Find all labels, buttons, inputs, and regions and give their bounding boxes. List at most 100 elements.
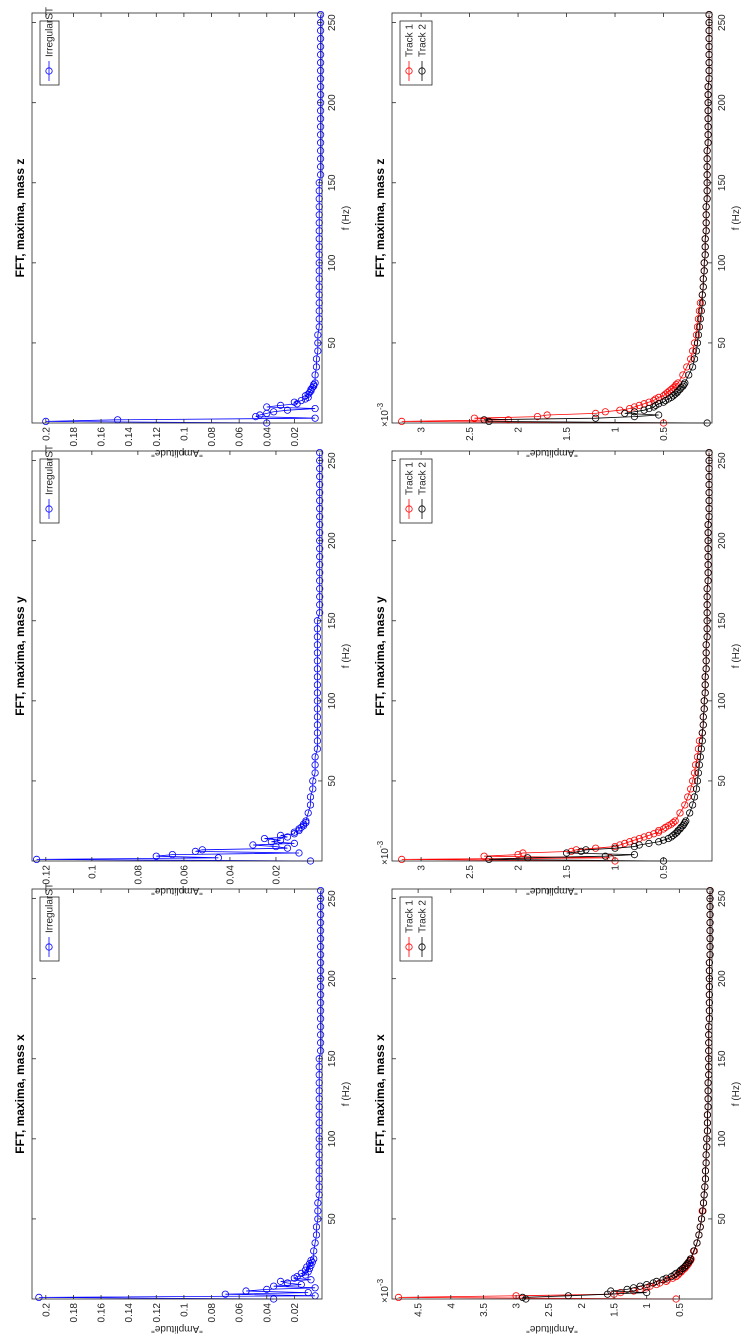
marker: [315, 179, 323, 187]
x-axis-label: f (Hz): [731, 206, 742, 230]
marker: [267, 838, 275, 846]
marker: [317, 983, 325, 991]
marker: [703, 187, 711, 195]
y-tick-label: 4: [446, 1303, 457, 1309]
marker: [659, 836, 668, 844]
marker: [699, 275, 707, 283]
marker: [263, 1285, 271, 1293]
marker: [317, 131, 325, 139]
y-scale-label: ×10: [380, 410, 391, 427]
marker: [687, 785, 695, 793]
marker: [35, 1293, 43, 1301]
marker: [703, 1111, 712, 1119]
x-tick-label: 250: [327, 14, 338, 31]
marker: [297, 1280, 305, 1289]
marker: [686, 809, 694, 817]
marker: [315, 1167, 323, 1175]
marker: [703, 155, 711, 163]
y-scale-exponent: -3: [376, 1278, 385, 1286]
y-tick-label: 2: [577, 1303, 588, 1309]
marker: [309, 785, 317, 793]
marker: [309, 777, 317, 785]
marker: [315, 1111, 323, 1119]
marker: [695, 323, 703, 331]
marker: [704, 91, 712, 99]
marker: [693, 323, 702, 331]
x-axis-label: f (Hz): [341, 1082, 352, 1106]
legend-box: [399, 20, 433, 86]
y-tick-label: 0.5: [675, 1303, 686, 1317]
marker: [315, 1159, 323, 1167]
legend-label: IrregularST: [45, 7, 56, 57]
marker: [313, 713, 321, 721]
marker: [706, 935, 714, 943]
y-tick-label: 3.5: [479, 1303, 490, 1317]
y-scale-exponent: -3: [376, 402, 385, 410]
marker: [317, 951, 325, 959]
y-tick-label: 0.12: [152, 1303, 163, 1323]
marker: [616, 406, 624, 414]
y-scale-label: ×10: [380, 1286, 391, 1303]
x-tick-label: 200: [327, 94, 338, 111]
marker: [314, 1207, 322, 1215]
marker: [706, 919, 714, 927]
marker: [315, 1079, 323, 1087]
marker: [315, 203, 323, 211]
marker: [152, 852, 160, 860]
marker: [689, 801, 697, 809]
marker: [307, 1276, 315, 1284]
marker: [698, 291, 706, 299]
marker: [317, 1031, 325, 1039]
marker: [317, 91, 325, 99]
x-tick-label: 200: [717, 532, 728, 549]
marker: [42, 417, 50, 425]
y-axis-label: "Amplitude": [151, 1323, 203, 1334]
marker: [315, 1191, 323, 1199]
marker: [317, 35, 325, 43]
x-tick-label: 250: [717, 890, 728, 907]
marker: [703, 163, 711, 171]
y-tick-label: 0.06: [235, 427, 246, 447]
y-tick-label: 0.18: [69, 1303, 80, 1323]
marker: [592, 844, 600, 852]
marker: [655, 838, 663, 846]
legend-label: Track 1: [405, 900, 416, 933]
marker: [315, 251, 323, 259]
marker: [313, 729, 321, 737]
marker: [704, 521, 712, 529]
y-tick-label: 0.04: [262, 427, 273, 447]
marker: [198, 846, 206, 854]
x-tick-label: 100: [327, 254, 338, 271]
marker: [700, 259, 708, 267]
marker: [703, 1119, 712, 1127]
marker: [317, 1023, 325, 1031]
marker: [704, 561, 712, 569]
marker: [567, 847, 575, 855]
marker: [317, 147, 325, 155]
marker: [630, 842, 639, 851]
marker: [703, 147, 711, 155]
marker: [315, 1087, 323, 1095]
y-tick-label: 0.16: [97, 427, 108, 447]
marker: [625, 838, 634, 846]
series-line: [36, 452, 321, 862]
marker: [317, 887, 325, 895]
marker: [701, 673, 709, 681]
marker: [313, 673, 321, 681]
marker: [681, 801, 689, 809]
marker: [650, 830, 658, 838]
marker: [630, 850, 639, 859]
marker: [698, 299, 706, 307]
marker: [290, 398, 298, 406]
marker: [623, 1285, 631, 1293]
marker: [519, 849, 527, 857]
y-tick-label: 0.08: [133, 865, 144, 885]
marker: [312, 1223, 321, 1231]
marker: [705, 983, 713, 991]
marker: [272, 842, 280, 851]
marker: [690, 355, 699, 363]
marker: [650, 403, 658, 411]
marker: [316, 489, 324, 497]
x-tick-label: 200: [327, 970, 338, 987]
axes-box: [31, 450, 323, 862]
